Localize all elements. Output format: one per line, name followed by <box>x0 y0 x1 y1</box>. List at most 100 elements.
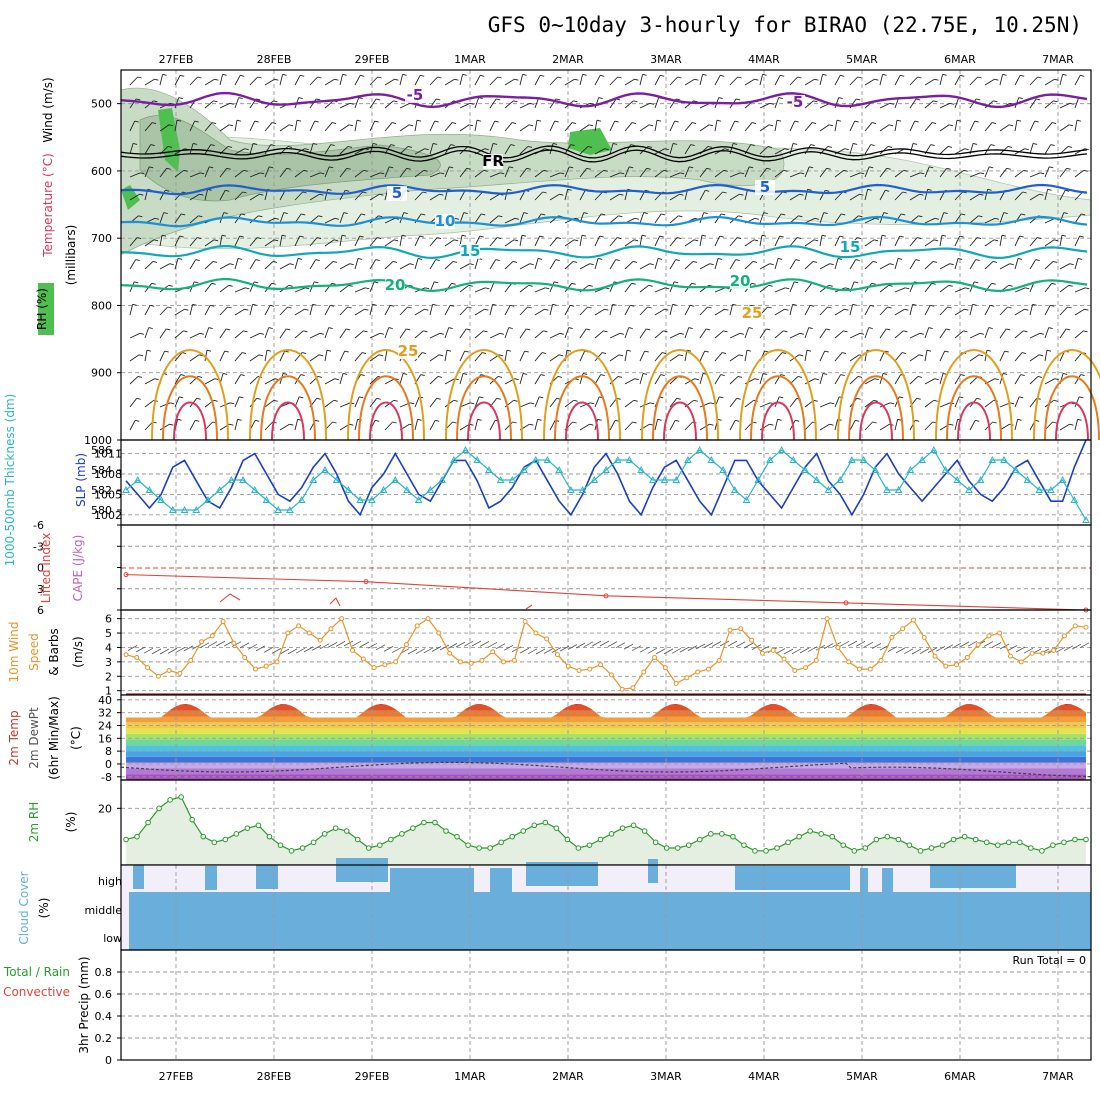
wind-speed-marker <box>954 662 960 668</box>
wind-barb-flag <box>882 73 887 76</box>
wind-barb-flag <box>813 239 819 242</box>
wind-barb <box>819 235 823 247</box>
wind-barb <box>429 354 440 362</box>
wind-barb-flag <box>769 423 774 426</box>
wind-barb <box>984 144 992 155</box>
wind-barb <box>223 640 234 647</box>
wind-barb <box>1059 212 1065 224</box>
wind-barb-flag <box>389 166 394 169</box>
wind-barb-flag <box>845 287 850 290</box>
wind-barb-flag <box>822 73 827 76</box>
wind-speed-marker <box>522 619 528 625</box>
wind-barb <box>984 327 990 339</box>
wind-barb <box>234 308 245 316</box>
wind-barb <box>309 237 318 247</box>
cloud-bars <box>122 858 1091 950</box>
wind-barb-flag <box>600 74 605 77</box>
wind-barb <box>984 100 994 109</box>
thickness-marker <box>637 465 645 473</box>
thickness-marker <box>543 455 552 463</box>
y-tick-label: 4 <box>105 641 112 654</box>
wind-barb <box>1014 374 1022 385</box>
wind-barb-flag <box>1023 169 1028 172</box>
wind-grid <box>121 610 1091 695</box>
wind-barb-flag <box>258 354 264 357</box>
wind-barb-flag <box>393 399 398 402</box>
wind-barb-flag <box>450 304 455 307</box>
rh-marker <box>145 819 151 826</box>
ylabel-wind-speed: Speed <box>27 633 41 671</box>
wind-barb <box>594 235 601 247</box>
wind-barb <box>789 237 798 247</box>
wind-barb-flag <box>139 193 144 196</box>
wind-barb <box>654 235 661 247</box>
y-tick-label: 0.6 <box>95 988 113 1001</box>
wind-barb-flag <box>299 235 304 238</box>
slp-grid <box>121 440 1091 525</box>
wind-barb <box>594 330 604 339</box>
wind-barb <box>849 304 854 316</box>
wind-barb-flag <box>751 282 756 285</box>
wind-barb <box>714 120 718 132</box>
wind-barb-flag <box>1017 257 1023 260</box>
wind-barb-flag <box>303 330 308 333</box>
wind-barb-flag <box>746 349 752 352</box>
wind-barb-flag <box>852 303 857 306</box>
wind-barb-flag <box>514 378 519 381</box>
wind-barb <box>654 308 665 316</box>
wind-barb-flag <box>435 259 440 262</box>
wind-barb-flag <box>376 237 382 240</box>
cloud-high-bar <box>735 866 850 890</box>
rh-marker <box>1072 836 1078 843</box>
wind-barb-flag <box>570 304 575 307</box>
wind-barb-flag <box>1025 287 1030 290</box>
wind-barb-flag <box>349 263 354 266</box>
wind-barb-flag <box>734 120 739 123</box>
wind-barb-flag <box>554 120 559 123</box>
wind-barb <box>129 259 137 270</box>
wind-barb <box>729 193 740 201</box>
wind-barb <box>459 373 464 385</box>
li-marker <box>363 579 369 585</box>
wind-barb-flag <box>859 193 864 196</box>
wind-barb <box>414 169 424 178</box>
wind-barb <box>519 350 526 362</box>
wind-barb-flag <box>317 375 323 378</box>
wind-barb <box>924 78 935 86</box>
wind-barb-flag <box>196 237 202 240</box>
thickness-marker <box>660 475 669 483</box>
wind-barb <box>939 263 950 270</box>
rh-axis: 20 <box>98 802 121 815</box>
wind-barb-flag <box>769 102 775 105</box>
wind-barb-flag <box>318 215 323 218</box>
wind-barb-flag <box>738 215 743 218</box>
wind-barb <box>354 287 366 293</box>
wind-barb <box>789 172 801 178</box>
wind-barb <box>309 215 319 224</box>
wind-barb <box>639 306 648 316</box>
wind-barb <box>1074 213 1082 224</box>
wind-barb-flag <box>462 73 467 76</box>
wind-barb <box>1029 98 1037 109</box>
wind-barb-flag <box>208 327 213 330</box>
wind-barb-flag <box>934 217 940 220</box>
wind-barb-flag <box>975 259 980 262</box>
wind-barb-flag <box>904 308 909 311</box>
wind-barb-flag <box>777 418 782 421</box>
wind-barb-flag <box>856 237 862 240</box>
ylabel-minmax: (6hr Min/Max) <box>47 696 61 780</box>
wind-barb <box>429 76 438 86</box>
wind-barb-flag <box>844 308 849 311</box>
wind-barb-flag <box>214 78 219 81</box>
wind-barb-flag <box>986 349 992 352</box>
cloud-grid <box>175 865 1059 950</box>
rh-marker <box>178 794 184 800</box>
wind-barb-flag <box>646 328 651 331</box>
wind-barb <box>519 235 523 247</box>
wind-barb <box>1014 120 1018 132</box>
wind-barb <box>909 354 920 362</box>
wind-barb <box>504 217 516 224</box>
side-labels: Wind (m/s)Temperature (°C)RH (%)(milliba… <box>3 77 91 1053</box>
wind-barb <box>759 235 763 247</box>
